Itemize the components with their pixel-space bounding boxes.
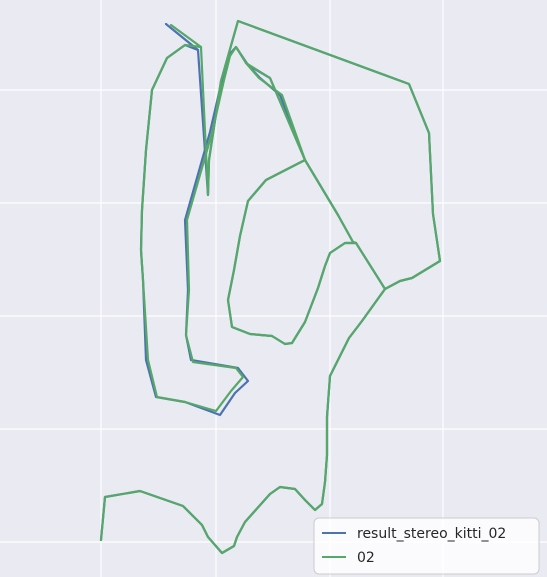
legend-label-series-0: result_stereo_kitti_02 bbox=[357, 526, 506, 542]
legend-label-series-1: 02 bbox=[357, 550, 375, 566]
series-1-segment-0 bbox=[99, 19, 442, 555]
series-1-segment-2 bbox=[226, 61, 358, 346]
series-lines bbox=[99, 19, 442, 555]
legend-box bbox=[313, 517, 540, 575]
legend: result_stereo_kitti_02 02 bbox=[313, 517, 540, 575]
series-1 bbox=[99, 19, 442, 555]
